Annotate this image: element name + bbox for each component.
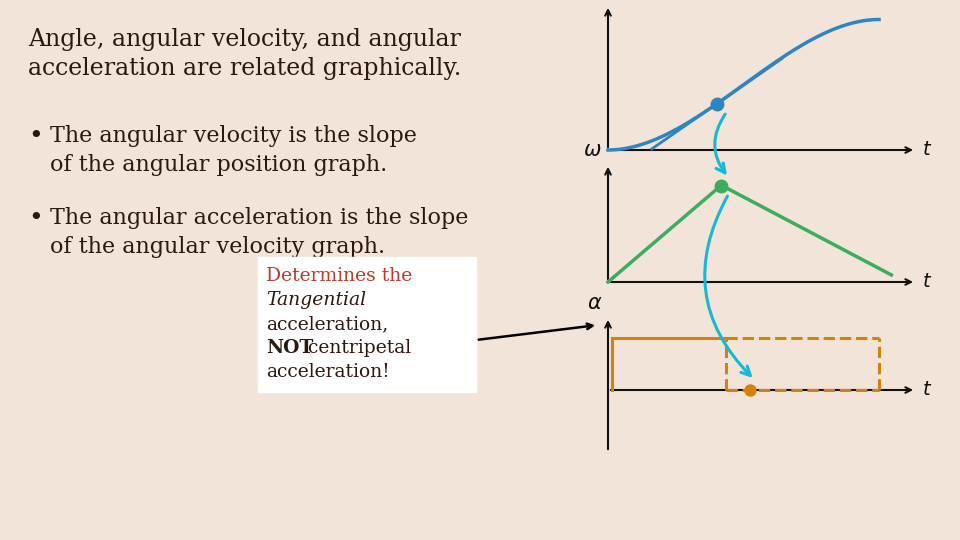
Text: Determines the: Determines the (266, 267, 412, 285)
Text: $t$: $t$ (922, 141, 932, 159)
Text: $\alpha$: $\alpha$ (587, 294, 602, 313)
Text: acceleration,: acceleration, (266, 315, 388, 333)
Text: $\theta$: $\theta$ (588, 0, 602, 1)
FancyArrowPatch shape (705, 196, 751, 376)
Text: Angle, angular velocity, and angular
acceleration are related graphically.: Angle, angular velocity, and angular acc… (28, 28, 462, 80)
Text: $t$: $t$ (922, 273, 932, 291)
FancyArrowPatch shape (715, 114, 725, 173)
Text: $t$: $t$ (922, 381, 932, 399)
Text: The angular velocity is the slope
of the angular position graph.: The angular velocity is the slope of the… (50, 125, 417, 176)
Text: acceleration!: acceleration! (266, 363, 390, 381)
Text: •: • (28, 125, 43, 148)
Text: NOT: NOT (266, 339, 313, 357)
Text: centripetal: centripetal (302, 339, 411, 357)
Text: The angular acceleration is the slope
of the angular velocity graph.: The angular acceleration is the slope of… (50, 207, 468, 258)
Text: Tangential: Tangential (266, 291, 366, 309)
Text: •: • (28, 207, 43, 230)
Text: $\omega$: $\omega$ (584, 141, 602, 160)
FancyBboxPatch shape (258, 257, 476, 392)
